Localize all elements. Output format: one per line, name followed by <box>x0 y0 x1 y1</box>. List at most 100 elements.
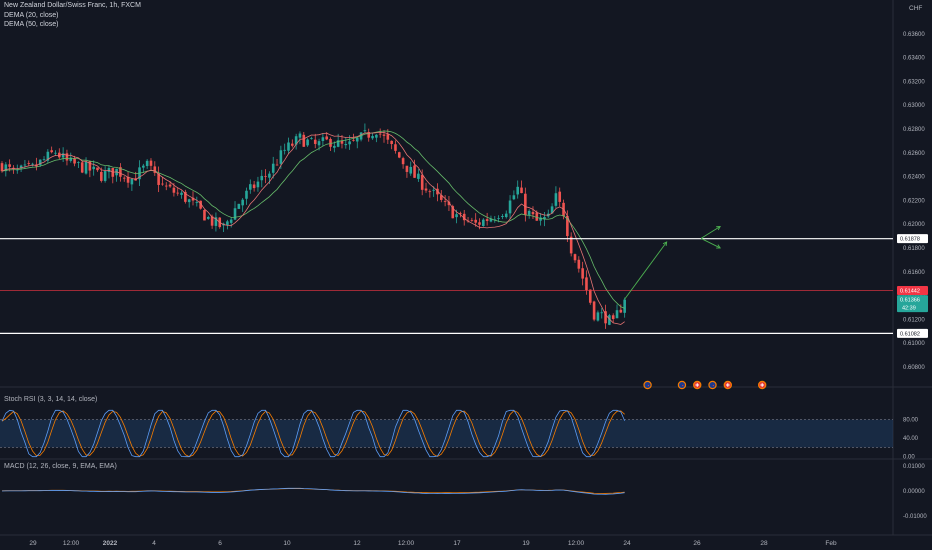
candle <box>371 136 374 139</box>
candle <box>73 158 76 164</box>
projection-arrow <box>700 238 721 249</box>
candle <box>378 133 382 135</box>
candles-group <box>0 123 626 329</box>
macd-y-tick: 0.01000 <box>903 464 925 470</box>
candle <box>516 186 519 195</box>
candle <box>512 195 516 200</box>
dema20-legend[interactable]: DEMA (20, close) <box>4 12 59 19</box>
economic-event-icon[interactable] <box>693 380 702 390</box>
stoch-rsi-legend[interactable]: Stoch RSI (3, 3, 14, 14, close) <box>4 396 98 403</box>
candle <box>27 163 31 164</box>
price-level-tag: 0.61442 <box>897 286 928 296</box>
economic-event-icon[interactable] <box>723 380 732 390</box>
candle <box>199 200 202 209</box>
candle <box>474 219 477 223</box>
candle <box>180 192 183 195</box>
candle <box>249 184 252 190</box>
candle <box>260 175 264 181</box>
candle <box>0 163 4 172</box>
candle <box>130 178 134 185</box>
macd-y-tick: 0.00000 <box>903 489 925 495</box>
candle <box>413 165 416 178</box>
flag-star <box>712 384 714 387</box>
candle <box>592 301 596 320</box>
candle <box>417 173 420 179</box>
price-level-tag-box <box>897 234 928 244</box>
x-tick-label: 17 <box>453 540 461 547</box>
candle <box>325 136 328 140</box>
candle <box>623 299 626 313</box>
candle <box>142 165 145 168</box>
x-tick-label: 12:00 <box>398 540 415 547</box>
candle <box>386 134 390 140</box>
candle <box>382 134 386 136</box>
candle <box>539 217 542 221</box>
candle <box>306 139 309 146</box>
currency-label: CHF <box>909 5 923 12</box>
flag-cross <box>726 384 730 386</box>
candle <box>126 176 130 183</box>
candle <box>405 165 409 172</box>
candle <box>397 152 401 158</box>
y-tick-label: 0.62600 <box>903 151 925 157</box>
x-tick-label: 6 <box>218 540 222 547</box>
candle <box>615 310 619 319</box>
candle <box>363 130 367 132</box>
economic-event-icon[interactable] <box>643 380 652 390</box>
candle <box>355 137 359 142</box>
dema50-legend[interactable]: DEMA (50, close) <box>4 21 59 28</box>
x-tick-label: 29 <box>29 540 37 547</box>
projection-arrowhead <box>716 244 722 249</box>
flag-cross <box>695 384 700 386</box>
candle <box>65 153 69 161</box>
economic-event-icon[interactable] <box>757 380 767 390</box>
y-tick-label: 0.63600 <box>903 32 925 38</box>
candle <box>447 201 451 206</box>
candle <box>462 213 466 221</box>
candle <box>119 167 122 177</box>
candle <box>596 312 600 321</box>
candle <box>264 175 267 177</box>
price-level-tag-text: 0.61442 <box>900 289 920 295</box>
flag-cross <box>760 384 764 386</box>
candle <box>168 184 172 187</box>
candle <box>329 138 332 147</box>
macd-legend[interactable]: MACD (12, 26, close, 9, EMA, EMA) <box>4 463 117 470</box>
candle <box>84 161 88 174</box>
candle <box>497 218 500 219</box>
candle <box>103 171 107 181</box>
candle <box>573 254 577 261</box>
candle <box>31 163 34 165</box>
y-tick-label: 0.62200 <box>903 198 925 204</box>
candle <box>283 149 286 151</box>
candle <box>333 145 336 148</box>
candle <box>54 152 57 154</box>
candle <box>478 222 481 225</box>
macd-y-tick: -0.01000 <box>903 514 927 520</box>
y-tick-label: 0.63000 <box>903 103 925 109</box>
candle <box>585 277 588 291</box>
candle <box>161 183 164 185</box>
candle <box>401 158 405 165</box>
x-tick-label: 12:00 <box>568 540 585 547</box>
y-tick-label: 0.62800 <box>903 127 925 133</box>
economic-event-icon[interactable] <box>708 380 717 390</box>
economic-event-icon[interactable] <box>677 380 687 390</box>
x-tick-label: 2022 <box>103 540 118 547</box>
candle <box>619 309 623 313</box>
candle <box>554 193 558 206</box>
projection-arrowhead <box>716 226 721 231</box>
candle <box>61 153 65 158</box>
stoch-y-tick: 0.00 <box>903 455 915 461</box>
candle <box>233 208 237 220</box>
candle <box>558 191 562 202</box>
candle <box>520 187 523 194</box>
candle <box>535 212 539 221</box>
candle <box>508 200 512 214</box>
candle <box>375 134 378 138</box>
candle <box>581 268 584 279</box>
candle <box>611 315 615 319</box>
x-tick-label: 24 <box>623 540 631 547</box>
symbol-title: New Zealand Dollar/Swiss Franc, 1h, FXCM <box>4 2 141 9</box>
